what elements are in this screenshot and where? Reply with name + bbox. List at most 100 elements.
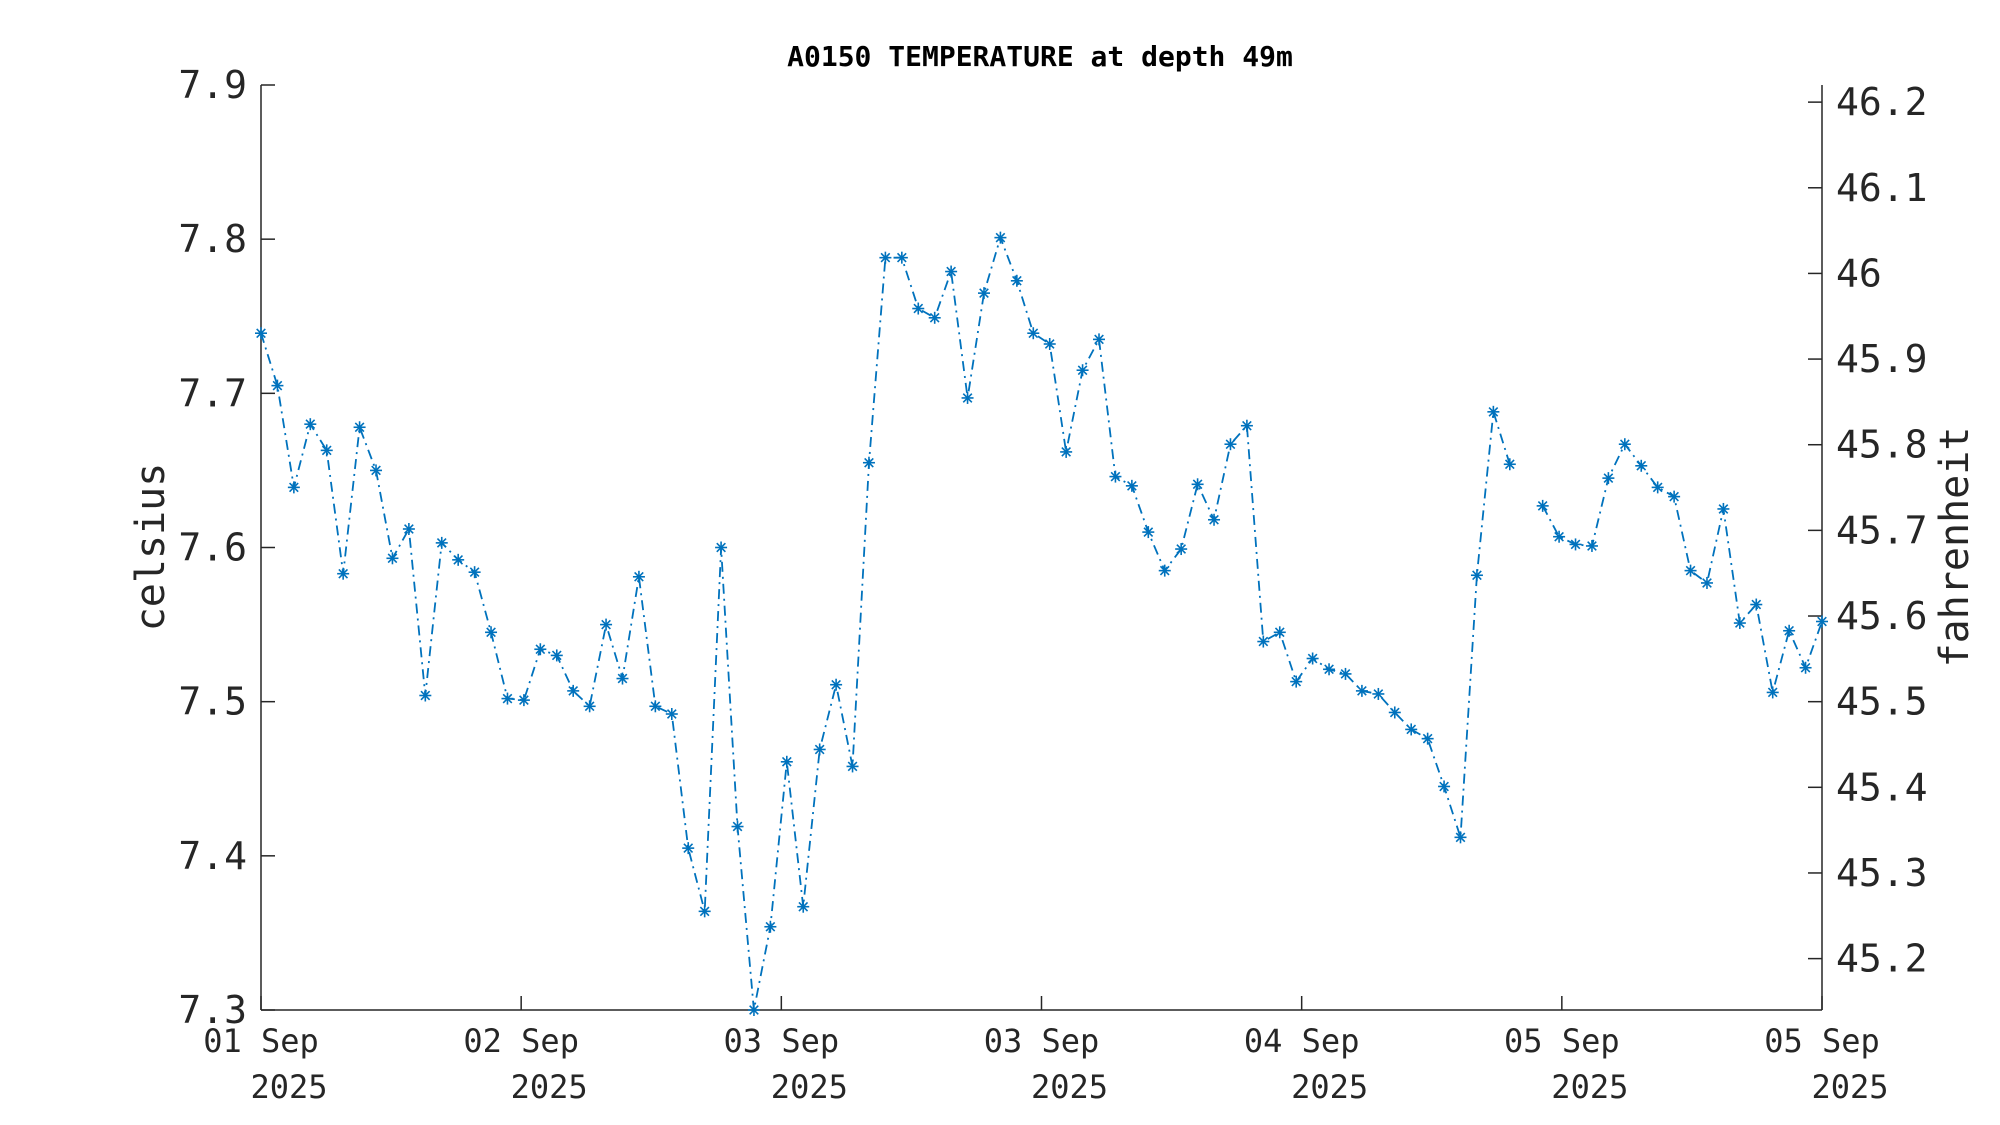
data-point — [1733, 617, 1746, 630]
data-point — [255, 327, 267, 340]
x-tick-label-year: 2025 — [511, 1068, 588, 1106]
data-point — [1208, 513, 1221, 526]
x-tick-label-year: 2025 — [1811, 1068, 1888, 1106]
data-point — [616, 672, 629, 685]
data-point — [1569, 538, 1582, 551]
data-point — [1816, 615, 1828, 628]
x-tick-label-date: 03 Sep — [724, 1022, 840, 1060]
data-point — [632, 570, 645, 583]
y2-tick-label: 45.3 — [1836, 851, 1928, 895]
data-point — [419, 689, 432, 702]
y2-tick-label: 45.6 — [1836, 594, 1928, 638]
y-tick-label: 7.9 — [178, 63, 247, 107]
data-point — [485, 626, 498, 639]
data-point — [715, 541, 728, 554]
data-point — [1783, 624, 1796, 637]
x-tick-label-date: 02 Sep — [463, 1022, 579, 1060]
data-point — [1536, 499, 1549, 512]
data-point — [1372, 687, 1385, 700]
data-point — [1158, 564, 1171, 577]
data-point — [1668, 490, 1681, 503]
data-point — [994, 231, 1007, 244]
data-point — [1191, 478, 1204, 491]
y-tick-label: 7.6 — [178, 526, 247, 570]
data-point — [402, 523, 415, 535]
y-tick-label: 7.7 — [178, 371, 247, 415]
data-point — [698, 905, 711, 918]
data-point — [1799, 661, 1812, 674]
data-point — [1503, 458, 1516, 471]
data-point — [1585, 539, 1598, 552]
data-point — [1060, 445, 1073, 458]
data-point — [747, 1004, 760, 1016]
x-tick-label-date: 01 Sep — [203, 1022, 319, 1060]
data-point — [337, 567, 350, 580]
y2-tick-label: 45.7 — [1836, 508, 1928, 552]
x-tick-label-date: 05 Sep — [1504, 1022, 1620, 1060]
data-point — [731, 820, 744, 833]
data-point — [1700, 576, 1713, 589]
left-y-ticks: 7.3 7.4 7.5 7.6 7.7 7.8 7.9 — [178, 63, 275, 1032]
data-point — [1175, 543, 1188, 556]
data-point — [1717, 502, 1730, 515]
x-tick-label-year: 2025 — [771, 1068, 848, 1106]
data-point — [370, 464, 383, 477]
data-point — [567, 684, 580, 697]
data-point — [912, 302, 925, 315]
data-point — [1684, 564, 1697, 577]
data-point — [928, 311, 941, 324]
y2-tick-label: 46.2 — [1836, 80, 1928, 124]
data-point — [813, 743, 826, 756]
data-point — [501, 692, 514, 705]
data-point — [1635, 459, 1648, 472]
data-point — [271, 379, 284, 392]
data-point — [1405, 723, 1418, 736]
data-point — [862, 456, 875, 469]
data-point — [320, 444, 333, 457]
data-point — [1010, 274, 1023, 287]
y2-tick-label: 45.2 — [1836, 937, 1928, 981]
right-y-ticks: 45.2 45.3 45.4 45.5 45.6 45.7 45.8 45.9 46 46.1 46… — [1808, 80, 1928, 981]
data-point — [1618, 438, 1631, 451]
data-point — [797, 900, 810, 913]
y2-axis-title: fahrenheit — [1932, 427, 1978, 668]
data-point — [1076, 364, 1089, 377]
data-point — [600, 618, 613, 631]
x-tick-label-date: 03 Sep — [984, 1022, 1100, 1060]
x-tick-label-date: 04 Sep — [1244, 1022, 1360, 1060]
data-point — [534, 643, 547, 656]
data-point — [1750, 598, 1763, 611]
data-point — [1093, 333, 1106, 346]
data-point — [649, 700, 662, 713]
data-point — [583, 700, 596, 713]
series-line — [260, 234, 1511, 1011]
y2-tick-label: 46 — [1836, 251, 1882, 295]
data-point — [764, 920, 777, 933]
data-point — [1306, 652, 1319, 665]
y2-tick-label: 45.4 — [1836, 765, 1928, 809]
data-point — [1454, 831, 1467, 844]
data-point — [1142, 526, 1155, 539]
data-point — [1109, 470, 1122, 483]
data-point — [1651, 481, 1664, 494]
data-point — [287, 481, 300, 494]
data-point — [1043, 338, 1056, 350]
y2-tick-label: 46.1 — [1836, 166, 1928, 210]
data-point — [1339, 667, 1352, 680]
y-tick-label: 7.8 — [178, 217, 247, 261]
data-point — [435, 536, 448, 549]
data-point — [304, 418, 317, 431]
data-point — [961, 391, 974, 404]
y2-tick-label: 45.8 — [1836, 423, 1928, 467]
data-point — [1125, 479, 1138, 492]
y-tick-label: 7.3 — [178, 988, 247, 1032]
series-line — [1541, 442, 1823, 693]
data-point — [1257, 635, 1270, 648]
data-point — [846, 760, 859, 773]
data-point — [1553, 530, 1566, 543]
x-tick-label-year: 2025 — [250, 1068, 327, 1106]
data-point — [1388, 706, 1401, 719]
data-point — [830, 678, 843, 691]
data-point — [665, 708, 678, 720]
